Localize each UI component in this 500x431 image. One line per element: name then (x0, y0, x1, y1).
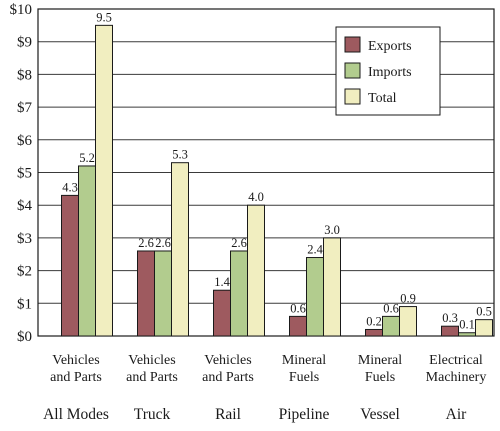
data-label: 2.6 (138, 236, 154, 250)
bar-total (475, 319, 493, 337)
category-label: Vehicles (204, 353, 251, 368)
bar-total (323, 237, 341, 337)
mode-label: All Modes (43, 406, 109, 423)
y-tick-label: $10 (10, 2, 33, 18)
bar-total (95, 24, 113, 337)
category-label: and Parts (202, 370, 254, 385)
bar-imports (458, 332, 476, 337)
data-label: 0.6 (383, 301, 399, 315)
data-label: 0.2 (366, 314, 382, 328)
bar-exports (61, 194, 79, 337)
y-tick-label: $4 (17, 198, 33, 214)
data-label: 0.5 (476, 305, 492, 319)
data-label: 9.5 (96, 10, 112, 24)
category-label: Fuels (289, 370, 319, 385)
bar-exports (137, 250, 155, 337)
bar-imports (78, 165, 96, 337)
mode-label: Air (446, 406, 468, 423)
data-label: 5.2 (79, 151, 95, 165)
bar-imports (230, 250, 248, 337)
mode-label: Pipeline (279, 406, 330, 423)
category-label: and Parts (126, 370, 178, 385)
data-label: 0.3 (442, 311, 458, 325)
category-label: Vehicles (128, 353, 175, 368)
y-tick-label: $1 (17, 296, 32, 312)
y-tick-label: $0 (17, 329, 32, 345)
bar-exports (441, 325, 459, 337)
category-label: Machinery (426, 370, 487, 385)
legend-swatch-total (344, 88, 361, 105)
data-label: 2.4 (307, 243, 323, 257)
bar-exports (213, 289, 231, 337)
mode-label: Vessel (360, 406, 400, 423)
legend-label: Imports (368, 65, 412, 80)
category-label: Mineral (282, 353, 326, 368)
data-label: 2.6 (231, 236, 247, 250)
category-label: Mineral (358, 353, 402, 368)
category-label: and Parts (50, 370, 102, 385)
bar-imports (306, 257, 324, 337)
y-tick-label: $8 (17, 67, 32, 83)
data-label: 1.4 (214, 275, 230, 289)
bar-total (399, 306, 417, 337)
category-label: Fuels (365, 370, 395, 385)
data-label: 5.3 (172, 148, 188, 162)
category-label: Electrical (429, 353, 483, 368)
y-tick-label: $9 (17, 35, 32, 51)
y-tick-label: $7 (17, 100, 33, 116)
bar-imports (382, 315, 400, 337)
data-label: 4.3 (62, 180, 78, 194)
bar-total (247, 204, 265, 337)
category-label: Vehicles (52, 353, 99, 368)
plot-frame (37, 8, 495, 337)
legend-label: Total (368, 91, 397, 106)
bar-exports (365, 328, 383, 337)
mode-label: Rail (215, 406, 241, 423)
y-tick-label: $5 (17, 166, 32, 182)
mode-label: Truck (134, 406, 171, 423)
y-tick-label: $3 (17, 231, 32, 247)
bar-exports (289, 315, 307, 337)
data-label: 4.0 (248, 190, 264, 204)
y-tick-label: $6 (17, 133, 33, 149)
data-label: 0.1 (459, 318, 475, 332)
legend-swatch-exports (344, 36, 361, 53)
data-label: 3.0 (324, 223, 340, 237)
legend-label: Exports (368, 39, 412, 54)
legend-swatch-imports (344, 62, 361, 79)
bar-imports (154, 250, 172, 337)
y-tick-label: $2 (17, 264, 32, 280)
data-label: 0.9 (400, 292, 416, 306)
data-label: 0.6 (290, 301, 306, 315)
bar-total (171, 162, 189, 337)
data-label: 2.6 (155, 236, 171, 250)
